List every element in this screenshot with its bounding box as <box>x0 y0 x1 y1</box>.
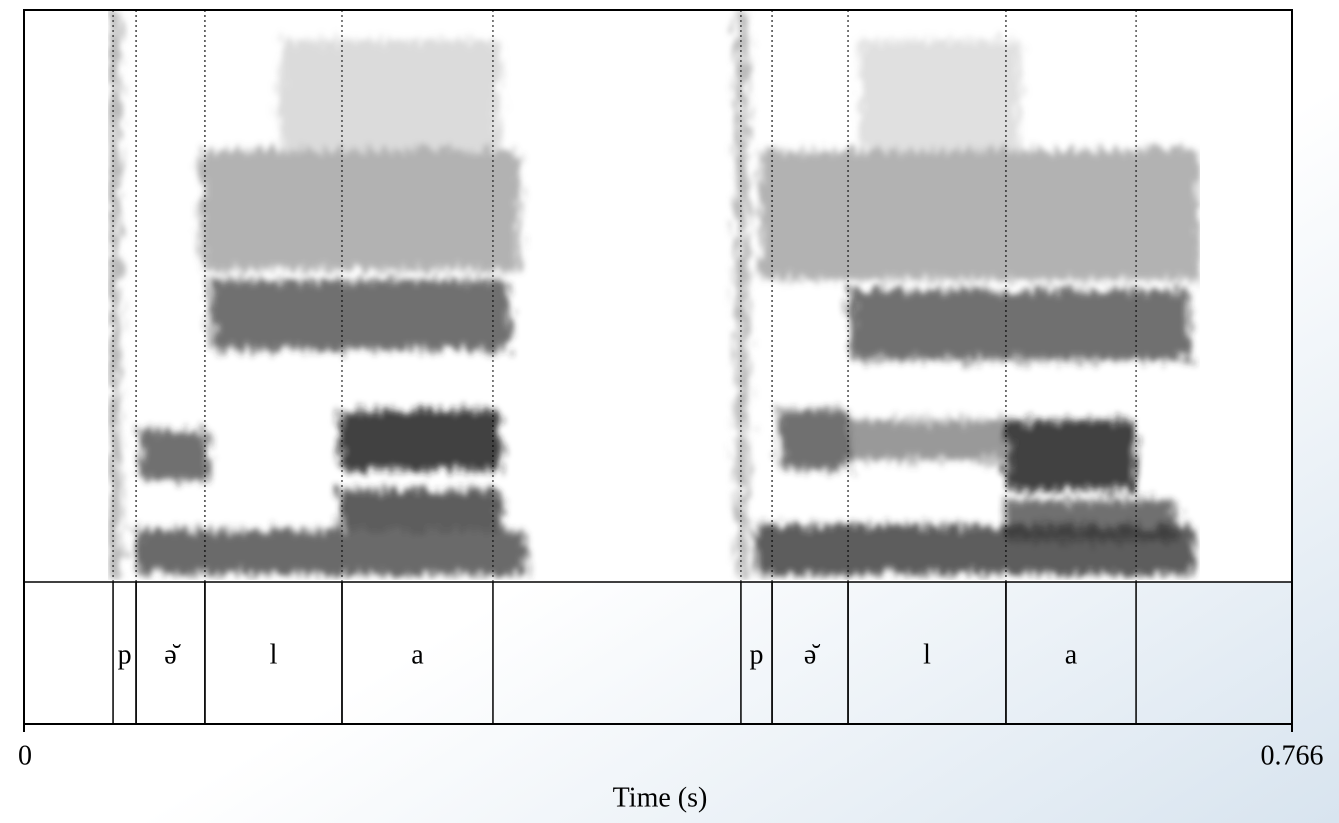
interval-label: ə̆ <box>804 639 820 670</box>
x-tick-label: 0 <box>18 740 32 771</box>
interval-label: a <box>1065 639 1078 670</box>
interval-label: ə̆ <box>164 639 180 670</box>
x-axis-label: Time (s) <box>613 782 708 813</box>
interval-label: l <box>270 639 278 670</box>
interval-label: l <box>923 639 931 670</box>
spectrogram <box>108 10 1200 580</box>
x-tick-label: 0.766 <box>1261 740 1324 771</box>
frame <box>23 9 1293 725</box>
interval-label: p <box>749 639 763 670</box>
interval-label: p <box>118 639 132 670</box>
interval-label: a <box>411 639 424 670</box>
